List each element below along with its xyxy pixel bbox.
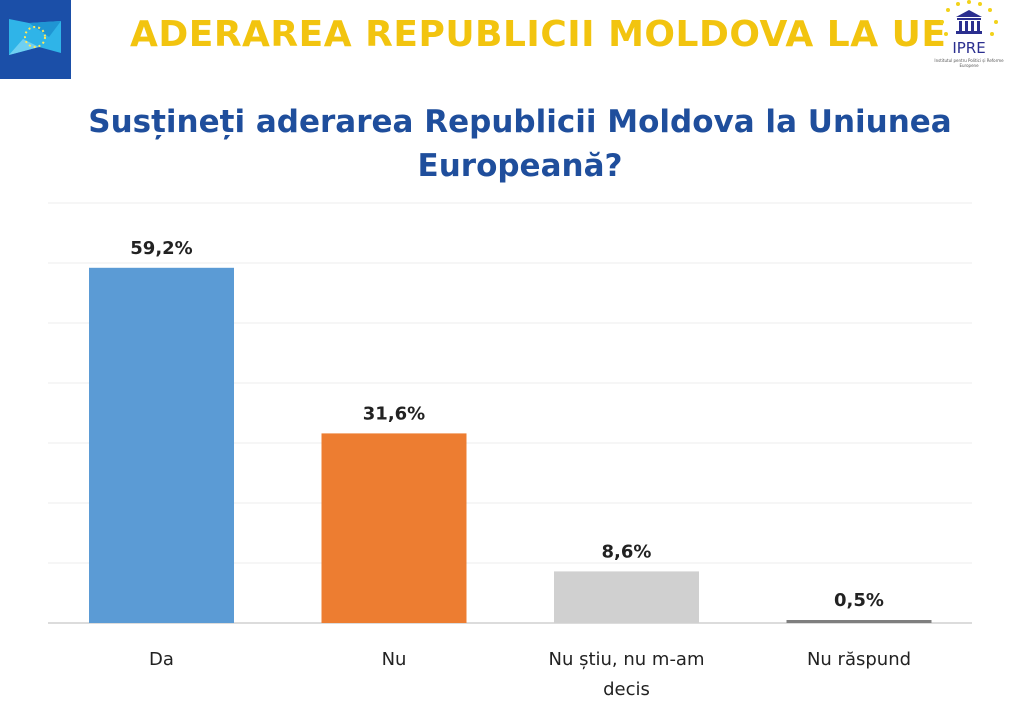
eu-logo xyxy=(0,0,71,79)
header-title: ADERAREA REPUBLICII MOLDOVA LA UE xyxy=(130,14,947,55)
category-label: Nu știu, nu m-am xyxy=(548,649,704,670)
data-label: 0,5% xyxy=(834,590,884,611)
data-label: 8,6% xyxy=(602,541,652,562)
bar-0 xyxy=(89,267,234,623)
chart-title: Susțineți aderarea Republicii Moldova la… xyxy=(88,104,952,184)
category-label: Nu răspund xyxy=(807,649,911,670)
bar-2 xyxy=(554,571,699,623)
category-label: Da xyxy=(149,649,174,670)
institution-building-icon xyxy=(940,0,998,36)
bar-3 xyxy=(786,620,932,623)
bar-1 xyxy=(321,433,467,623)
category-label: Nu xyxy=(382,649,407,670)
ipre-logo: IPRE Institutul pentru Politici și Refor… xyxy=(928,0,1010,80)
eu-flag-icon xyxy=(9,19,61,55)
data-label: 31,6% xyxy=(363,403,425,424)
category-label: decis xyxy=(603,679,650,700)
data-label: 59,2% xyxy=(130,238,192,259)
